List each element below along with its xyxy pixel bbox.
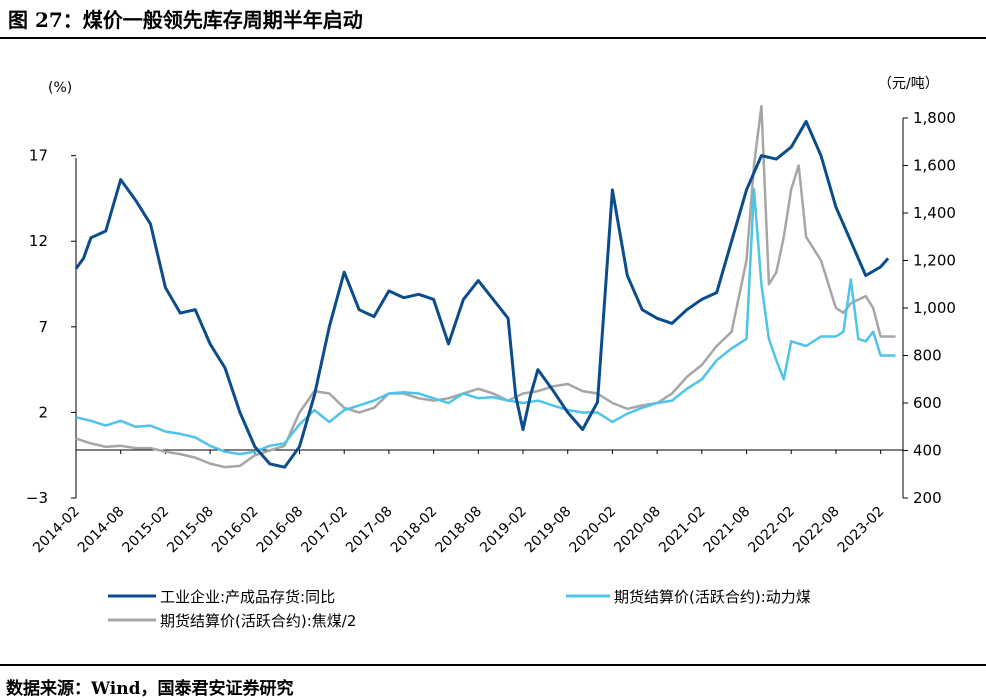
x-tick-label: 2020-02 [567, 504, 620, 557]
x-tick-label: 2016-08 [254, 504, 307, 557]
x-tick-label: 2014-02 [30, 504, 83, 557]
x-tick-label: 2018-08 [432, 504, 485, 557]
source-note: 数据来源：Wind，国泰君安证券研究 [6, 679, 294, 699]
left-tick-label: −3 [26, 489, 48, 507]
series-lines [74, 104, 896, 469]
series-line-0 [74, 119, 890, 469]
x-tick-label: 2016-02 [209, 504, 262, 557]
legend-label-inventory: 工业企业:产成品存货:同比 [160, 588, 335, 606]
x-tick-label: 2014-08 [75, 504, 128, 557]
left-tick-label: 12 [29, 232, 48, 250]
x-tick-label: 2015-08 [164, 504, 217, 557]
series-line-2 [75, 104, 896, 469]
chart: (%) （元/吨） −3 2 7 12 17 200 400 600 800 1,000 1,20… [26, 76, 956, 630]
x-tick-label: 2021-08 [701, 504, 754, 557]
left-ticks: −3 2 7 12 17 [26, 147, 76, 507]
left-axis-unit: (%) [48, 80, 72, 96]
x-tick-label: 2018-02 [388, 504, 441, 557]
top-rule [0, 37, 986, 39]
right-tick-label: 200 [913, 489, 942, 507]
x-tick-label: 2021-02 [656, 504, 709, 557]
left-tick-label: 2 [38, 403, 48, 421]
legend-label-thermal-coal: 期货结算价(活跃合约):动力煤 [614, 588, 811, 606]
left-tick-label: 7 [38, 318, 48, 336]
x-tick-label: 2017-02 [298, 504, 351, 557]
right-tick-label: 1,600 [913, 157, 956, 175]
x-tick-label: 2020-08 [611, 504, 664, 557]
right-tick-label: 1,800 [913, 109, 956, 127]
x-tick-label: 2022-08 [790, 504, 843, 557]
x-tick-label: 2022-02 [745, 504, 798, 557]
figure-title: 图 27：煤价一般领先库存周期半年启动 [8, 8, 363, 32]
left-tick-label: 17 [29, 147, 48, 165]
right-tick-label: 1,000 [913, 299, 956, 317]
right-tick-label: 600 [913, 394, 942, 412]
right-tick-label: 800 [913, 347, 942, 365]
bottom-rule [0, 664, 986, 666]
x-tick-label: 2019-02 [477, 504, 530, 557]
x-tick-label: 2023-02 [835, 504, 888, 557]
x-tick-label: 2019-08 [522, 504, 575, 557]
right-axis-unit: （元/吨） [878, 76, 939, 92]
x-tick-label: 2017-08 [343, 504, 396, 557]
x-tick-label: 2015-02 [120, 504, 173, 557]
x-ticks: 2014-022014-082015-022015-082016-022016-… [30, 450, 887, 556]
legend: 工业企业:产成品存货:同比 期货结算价(活跃合约):动力煤 期货结算价(活跃合约… [108, 588, 811, 630]
right-tick-label: 1,400 [913, 204, 956, 222]
right-tick-label: 400 [913, 442, 942, 460]
legend-label-coking-coal: 期货结算价(活跃合约):焦煤/2 [160, 612, 356, 630]
right-ticks: 200 400 600 800 1,000 1,200 1,400 1,600 1,800 [903, 109, 956, 507]
right-tick-label: 1,200 [913, 252, 956, 270]
